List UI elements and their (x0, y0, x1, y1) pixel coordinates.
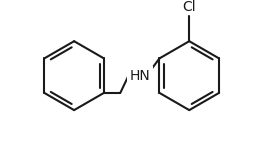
Text: Cl: Cl (182, 0, 196, 14)
Text: HN: HN (130, 69, 151, 83)
